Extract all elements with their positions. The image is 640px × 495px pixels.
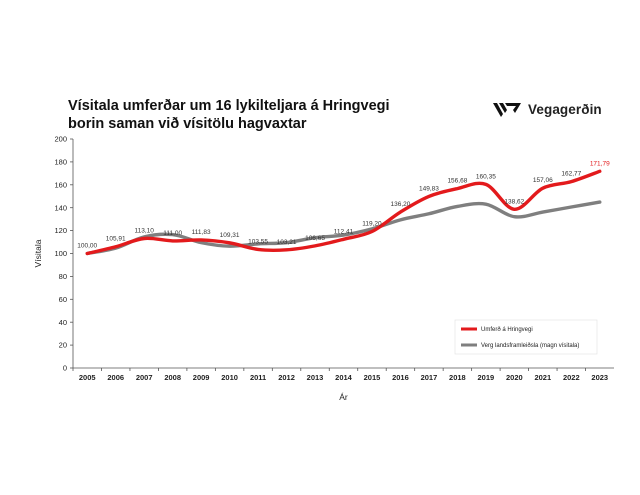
data-label: 112,41: [334, 228, 354, 235]
x-tick-label: 2012: [278, 373, 295, 382]
y-tick-label: 60: [59, 295, 67, 304]
data-labels: 100,00 105,91 113,10 111,00 111,83 109,31 103,…: [77, 160, 610, 249]
x-tick-label: 2009: [193, 373, 210, 382]
gdp-line: [85, 200, 602, 256]
x-tick-label: 2018: [449, 373, 466, 382]
data-label: 103,55: [248, 238, 268, 245]
y-tick-label: 40: [59, 318, 67, 327]
legend-box: [454, 319, 598, 355]
data-label: 157,06: [533, 177, 553, 184]
x-tick-label: 2020: [506, 373, 523, 382]
data-label: 111,00: [163, 230, 182, 237]
chart-title-line-2: borin saman við vísitölu hagvaxtar: [68, 116, 307, 132]
x-tick-label: 2021: [534, 373, 551, 382]
y-tick-label: 0: [63, 364, 67, 373]
y-tick-label: 100: [54, 249, 67, 258]
x-axis-title: Ár: [339, 392, 348, 402]
data-label: 111,83: [192, 229, 211, 236]
data-label: 138,62: [504, 198, 524, 205]
brand-name: Vegagerðin: [528, 101, 602, 117]
legend-label: Umferð á Hringvegi: [481, 326, 533, 333]
x-tick-label: 2022: [563, 373, 580, 382]
x-tick-label: 2014: [335, 373, 353, 382]
y-tick-label: 200: [54, 135, 67, 144]
x-tick-label: 2010: [221, 373, 238, 382]
y-tick-label: 160: [54, 180, 67, 189]
chart-legend: Umferð á Hringvegi Verg landsframleiðsla …: [454, 319, 598, 355]
legend-label: Verg landsframleiðsla (magn vísitala): [481, 342, 579, 349]
y-axis-title: Vísitala: [33, 239, 43, 267]
chart-series: [85, 169, 602, 256]
traffic-line: [85, 169, 602, 256]
data-label: 171,79: [590, 160, 610, 167]
data-label: 162,77: [561, 171, 581, 178]
y-tick-label: 120: [54, 226, 67, 235]
data-label: 106,65: [305, 235, 325, 242]
vegagerdin-logo-icon: [493, 103, 521, 117]
x-tick-label: 2015: [364, 373, 381, 382]
chart-title-line-1: Vísitala umferðar um 16 lykilteljara á H…: [68, 98, 390, 114]
data-label: 103,21: [277, 239, 297, 246]
chart-axes: 0 20 40 60 80 100 120 140 160 180 200 2005 2006 2007 2…: [33, 135, 614, 402]
y-tick-label: 140: [54, 203, 67, 212]
x-tick-label: 2005: [79, 373, 96, 382]
brand-logo: Vegagerðin: [493, 99, 602, 119]
y-tick-label: 180: [54, 158, 67, 167]
chart-title: Vísitala umferðar um 16 lykilteljara á H…: [68, 97, 390, 133]
data-label: 113,10: [134, 228, 154, 235]
y-tick-label: 20: [59, 341, 67, 350]
data-label: 160,35: [476, 173, 496, 180]
x-tick-label: 2013: [307, 373, 324, 382]
x-tick-label: 2016: [392, 373, 409, 382]
x-tick-label: 2017: [421, 373, 438, 382]
data-label: 105,91: [106, 236, 126, 243]
x-tick-label: 2006: [107, 373, 124, 382]
y-tick-label: 80: [59, 272, 67, 281]
data-label: 136,20: [391, 201, 411, 208]
x-tick-label: 2023: [591, 373, 608, 382]
data-label: 109,31: [220, 232, 240, 239]
x-tick-label: 2007: [136, 373, 153, 382]
x-tick-label: 2008: [164, 373, 181, 382]
data-label: 156,68: [447, 178, 467, 185]
data-label: 119,20: [362, 221, 382, 228]
x-tick-label: 2019: [478, 373, 495, 382]
data-label: 100,00: [77, 243, 97, 250]
x-tick-label: 2011: [250, 373, 266, 382]
data-label: 149,83: [419, 185, 439, 192]
